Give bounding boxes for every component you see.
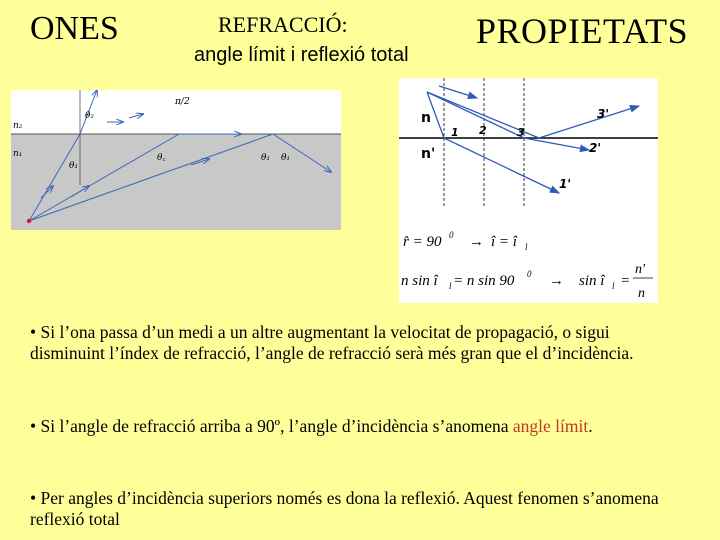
formula-2-sub2: l [612, 281, 615, 291]
limit-angle-term: angle límit [512, 416, 589, 436]
bullet-limit-angle-text: • Si l’angle de refracció arriba a 90º, … [30, 416, 513, 436]
ray-arrow-5 [128, 114, 143, 118]
ray-3-reflected [272, 133, 331, 172]
limit-angle-figure: n n' 3' 2' 1' 1 2 3 r̂ = 90 0 → î = î l … [399, 78, 658, 303]
formula-2-exp: 0 [527, 269, 532, 279]
label-n-bottom: n' [421, 146, 435, 162]
bullet-limit-angle: • Si l’angle de refracció arriba a 90º, … [30, 416, 670, 437]
formula-2-arrow: → [549, 273, 564, 289]
formula-2-eq: = [621, 273, 629, 289]
ray-2-refracted [523, 137, 591, 153]
ray-1-refracted [79, 90, 97, 135]
label-theta1-b: θ₁ [261, 153, 270, 163]
label-theta2: θ₂ [85, 111, 94, 121]
formula-1-exp: 0 [449, 230, 454, 240]
ray-1-refracted [443, 137, 561, 194]
formula-2-num: n' [635, 262, 646, 277]
incident-arrow [438, 85, 479, 99]
light-source-dot [26, 218, 32, 224]
formula-2-den: n [638, 286, 645, 301]
bullet-total-reflection: • Per angles d’incidència superiors nomé… [30, 488, 659, 529]
formula-2-sub: l [449, 281, 452, 291]
bullet-limit-angle-end: . [588, 416, 593, 436]
label-ray3p: 3' [597, 107, 609, 121]
label-ray3: 3 [517, 126, 525, 139]
ray-3 [28, 133, 274, 222]
formula-2-mid: = n sin 90 [453, 273, 515, 289]
right-title: PROPIETATS [476, 11, 689, 51]
formula-2-rhs: sin î [579, 273, 605, 289]
label-n2: n₂ [13, 121, 23, 131]
label-theta-c: θ꜀ [157, 153, 166, 163]
label-ray2p: 2' [589, 141, 601, 155]
ray-2 [28, 133, 180, 222]
ray-1 [426, 91, 445, 139]
label-n1: n₁ [13, 149, 22, 159]
formula-1-arrow: → [469, 234, 484, 250]
subtitle-line-1: REFRACCIÓ: [218, 12, 348, 37]
formula-1-rhs: î = î [491, 234, 518, 250]
ray-3-reflected [538, 105, 641, 139]
lower-medium [11, 134, 341, 230]
formula-2-lhs: n sin î [401, 273, 439, 289]
ray-arrow-1 [40, 186, 53, 199]
ray-2 [426, 91, 525, 139]
formula-1: r̂ = 90 0 → î = î l [403, 230, 528, 252]
ray-arrow-3 [190, 159, 209, 166]
label-pi-half: π/2 [174, 97, 190, 107]
formula-2: n sin î l = n sin 90 0 → sin î l = n' n [401, 262, 653, 301]
subtitle-line-2: angle límit i reflexió total [194, 44, 409, 66]
formula-1-lhs: r̂ = 90 [403, 234, 442, 250]
label-n-top: n [421, 110, 431, 126]
left-title: ONES [30, 10, 119, 47]
upper-medium [11, 90, 341, 134]
bullet-velocity: • Si l’ona passa d’un medi a un altre au… [30, 322, 634, 363]
formula-1-sub: l [525, 242, 528, 252]
label-ray1p: 1' [559, 177, 571, 191]
ray-3 [426, 91, 540, 139]
label-theta1-c: θ₁ [281, 153, 290, 163]
label-ray1: 1 [451, 126, 459, 139]
label-ray2: 2 [479, 124, 487, 137]
ray-1 [28, 133, 81, 222]
refraction-diagram: n₂ n₁ θ₂ θ₁ π/2 θ꜀ θ₁ θ₁ [11, 90, 341, 230]
label-theta1-a: θ₁ [69, 161, 78, 171]
ray-arrow-2 [70, 186, 89, 198]
